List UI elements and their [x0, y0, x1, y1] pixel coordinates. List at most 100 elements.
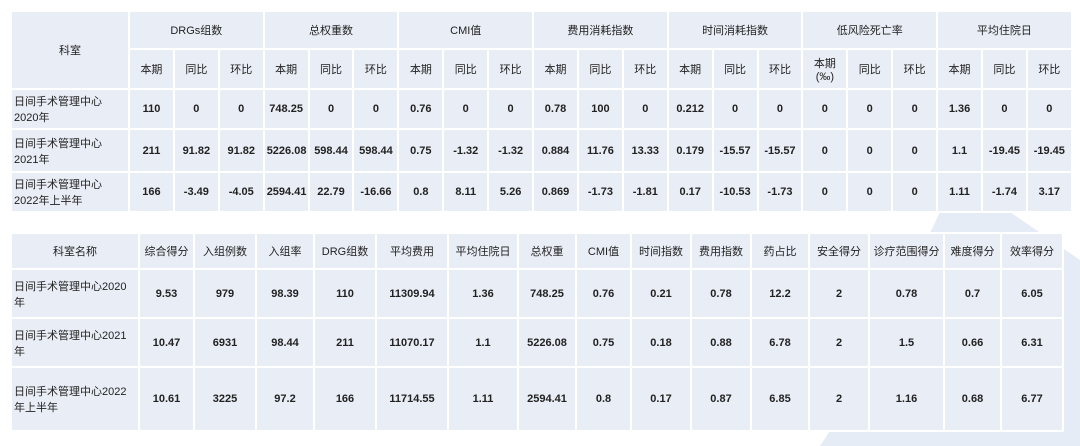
cell: 0: [801, 128, 849, 173]
row-label: 日间手术管理中心2022年上半年: [10, 366, 140, 432]
subheader: 本期: [397, 48, 445, 90]
subheader: 本期: [666, 48, 714, 90]
cell: 13.33: [621, 128, 669, 173]
cell: 110: [313, 268, 377, 319]
cell: -1.73: [576, 171, 624, 213]
subheader: 本期: [128, 48, 175, 90]
subheader: 本期: [532, 48, 579, 90]
cell: -3.49: [172, 171, 220, 213]
subheader: 本期: [936, 48, 983, 90]
cell: 12.2: [750, 268, 810, 319]
cell: 0.18: [630, 317, 692, 368]
score-table: 科室名称 综合得分 入组例数 入组率 DRG组数 平均费用 平均住院日 总权重 CMI值 时间指数…: [10, 232, 1064, 432]
cell: 0: [756, 88, 804, 130]
cell: 0: [307, 88, 355, 130]
cell: 0: [352, 88, 400, 130]
cell: 0.7: [943, 268, 1002, 319]
cell: 0: [621, 88, 669, 130]
subheader: 同比: [846, 48, 894, 90]
cell: 98.44: [255, 317, 315, 368]
cell: 3.17: [1025, 171, 1073, 213]
data-row: 日间手术管理中心2022年上半年 166 -3.49 -4.05 2594.41 22.7…: [10, 171, 1073, 213]
column-header: 科室名称: [10, 232, 140, 270]
cell: 6.78: [750, 317, 810, 368]
cell: 2594.41: [517, 366, 577, 432]
subheader: 同比: [711, 48, 759, 90]
cell: 8.11: [442, 171, 490, 213]
cell: 0: [801, 171, 849, 213]
subheader: 同比: [172, 48, 220, 90]
cell: 598.44: [307, 128, 355, 173]
data-row: 日间手术管理中心2022年上半年 10.61 3225 97.2 166 11714.55…: [10, 366, 1064, 432]
cell: -16.66: [352, 171, 400, 213]
cell: 0.17: [666, 171, 714, 213]
cell: 9.53: [138, 268, 195, 319]
cell: 1.11: [936, 171, 983, 213]
cell: -19.45: [1025, 128, 1073, 173]
cell: 100: [576, 88, 624, 130]
row-label: 日间手术管理中心2021年: [10, 317, 140, 368]
cell: 1.36: [936, 88, 983, 130]
column-header: 入组率: [255, 232, 315, 270]
cell: 0.68: [943, 366, 1002, 432]
column-header: 综合得分: [138, 232, 195, 270]
cell: 2: [808, 366, 870, 432]
cell: 979: [193, 268, 257, 319]
cell: 0.76: [397, 88, 445, 130]
column-header: 平均住院日: [447, 232, 519, 270]
cell: 598.44: [352, 128, 400, 173]
cell: 166: [313, 366, 377, 432]
cell: 0.66: [943, 317, 1002, 368]
column-header: CMI值: [575, 232, 632, 270]
data-row: 日间手术管理中心2021年 211 91.82 91.82 5226.08 598.44 5…: [10, 128, 1073, 173]
cell: 6.31: [1000, 317, 1064, 368]
group-header: 平均住院日: [936, 10, 1073, 50]
drg-comparison-table: 科室 DRGs组数 总权重数 CMI值 费用消耗指数 时间消耗指数 低风险死亡率 平均住院日本…: [10, 10, 1073, 213]
subheader: 环比: [621, 48, 669, 90]
cell: 211: [313, 317, 377, 368]
data-row: 日间手术管理中心2020年 110 0 0 748.25 0 0 0.76 0 0 0.78 100 0…: [10, 88, 1073, 130]
cell: 1.11: [447, 366, 519, 432]
cell: 2: [808, 268, 870, 319]
cell: 0.884: [532, 128, 579, 173]
subheader: 环比: [487, 48, 535, 90]
header-row: 科室名称 综合得分 入组例数 入组率 DRG组数 平均费用 平均住院日 总权重 CMI值 时间指数…: [10, 232, 1064, 270]
group-header: 总权重数: [262, 10, 400, 50]
group-header: 费用消耗指数: [532, 10, 669, 50]
cell: 1.1: [936, 128, 983, 173]
subheader: 环比: [756, 48, 804, 90]
cell: 2594.41: [262, 171, 310, 213]
cell: 11309.94: [375, 268, 449, 319]
cell: 11.76: [576, 128, 624, 173]
cell: 0: [442, 88, 490, 130]
cell: 91.82: [217, 128, 265, 173]
row-label: 日间手术管理中心2020年: [10, 268, 140, 319]
cell: 1.36: [447, 268, 519, 319]
cell: 97.2: [255, 366, 315, 432]
column-header: 入组例数: [193, 232, 257, 270]
cell: -1.32: [442, 128, 490, 173]
cell: 6.77: [1000, 366, 1064, 432]
cell: 11070.17: [375, 317, 449, 368]
cell: -15.57: [756, 128, 804, 173]
group-header: 低风险死亡率: [801, 10, 939, 50]
cell: -10.53: [711, 171, 759, 213]
cell: 11714.55: [375, 366, 449, 432]
cell: 748.25: [262, 88, 310, 130]
cell: 0.8: [575, 366, 632, 432]
column-header: 安全得分: [808, 232, 870, 270]
cell: 0: [846, 88, 894, 130]
cell: 0: [891, 88, 939, 130]
cell: 0.75: [575, 317, 632, 368]
cell: 0.8: [397, 171, 445, 213]
cell: 3225: [193, 366, 257, 432]
subheader: 同比: [980, 48, 1028, 90]
subheader: 本期: [262, 48, 310, 90]
cell: -1.81: [621, 171, 669, 213]
cell: 2: [808, 317, 870, 368]
cell: 0.78: [532, 88, 579, 130]
subheader: 同比: [576, 48, 624, 90]
cell: 0.21: [630, 268, 692, 319]
cell: 0: [711, 88, 759, 130]
column-header: DRG组数: [313, 232, 377, 270]
